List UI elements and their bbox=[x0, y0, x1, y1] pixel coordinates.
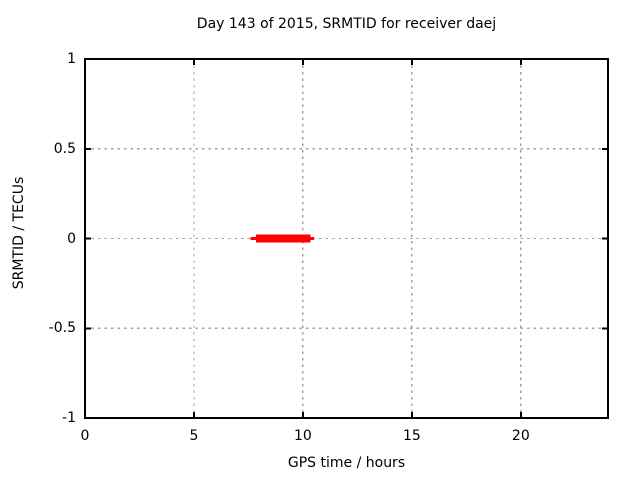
y-tick-label: 1 bbox=[67, 51, 76, 67]
x-tick-label: 10 bbox=[293, 428, 312, 444]
y-tick-label: 0 bbox=[67, 230, 76, 247]
x-tick-label: 0 bbox=[80, 428, 90, 444]
y-tick-label: -1 bbox=[62, 410, 76, 426]
chart-title: Day 143 of 2015, SRMTID for receiver dae… bbox=[196, 16, 497, 32]
x-tick-label: 15 bbox=[402, 428, 421, 444]
y-tick-label: -0.5 bbox=[48, 320, 76, 337]
x-tick-label: 5 bbox=[189, 428, 199, 444]
y-tick-label: 0.5 bbox=[53, 140, 76, 157]
x-tick-label: 20 bbox=[511, 428, 530, 444]
x-axis-label: GPS time / hours bbox=[287, 455, 406, 471]
